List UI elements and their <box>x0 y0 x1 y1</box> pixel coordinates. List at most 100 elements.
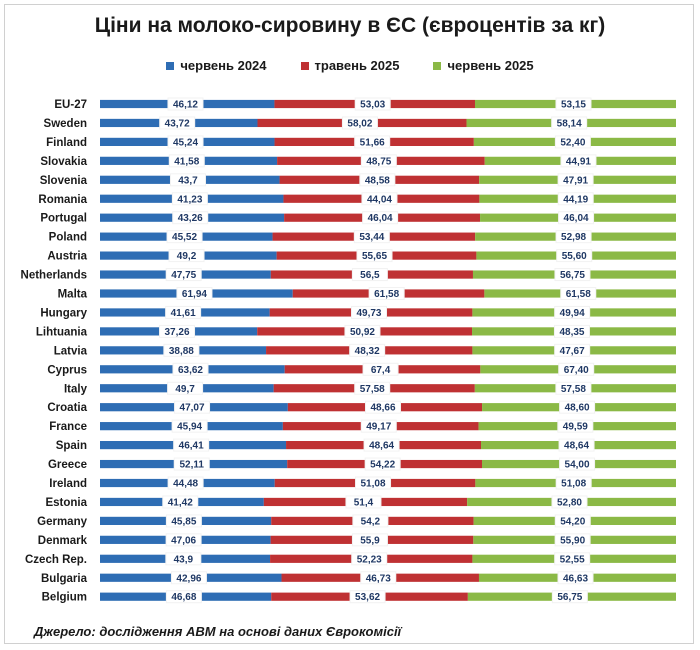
legend-item-jun2025: червень 2025 <box>433 58 534 73</box>
data-label-bg-spain-0 <box>173 438 210 452</box>
data-label-bg-czech-rep-1 <box>351 552 388 566</box>
data-label-greece-1: 54,22 <box>370 460 395 471</box>
data-label-estonia-0: 41,42 <box>168 497 193 508</box>
data-label-latvia-1: 48,32 <box>355 346 380 357</box>
data-label-finland-2: 52,40 <box>560 137 585 148</box>
data-label-bg-netherlands-1 <box>351 268 388 282</box>
data-label-bg-eu-27-0 <box>167 97 204 111</box>
category-label-italy: Italy <box>64 383 88 395</box>
data-label-malta-2: 61,58 <box>566 289 591 300</box>
data-label-austria-2: 55,60 <box>562 251 587 262</box>
data-label-bg-finland-0 <box>167 135 204 149</box>
data-label-czech-rep-1: 52,23 <box>357 554 382 565</box>
data-label-bg-estonia-0 <box>162 495 199 509</box>
data-label-bg-austria-2 <box>556 249 593 263</box>
data-label-bg-italy-0 <box>167 381 204 395</box>
data-label-bg-latvia-1 <box>349 343 386 357</box>
data-label-croatia-0: 47,07 <box>180 403 205 414</box>
data-label-bg-belgium-1 <box>349 590 386 604</box>
data-label-bg-lihtuania-0 <box>159 324 196 338</box>
category-label-malta: Malta <box>58 289 88 301</box>
data-label-bg-poland-2 <box>555 230 592 244</box>
data-label-cyprus-2: 67,40 <box>564 365 589 376</box>
data-label-bg-portugal-0 <box>172 211 209 225</box>
data-label-france-2: 49,59 <box>563 422 588 433</box>
legend: червень 2024 травень 2025 червень 2025 <box>0 58 700 73</box>
data-label-bg-hungary-0 <box>165 305 202 319</box>
data-label-cyprus-0: 63,62 <box>178 365 203 376</box>
data-label-bg-cyprus-2 <box>558 362 595 376</box>
data-label-bg-cyprus-0 <box>172 362 209 376</box>
data-label-bg-france-0 <box>171 419 208 433</box>
data-label-bg-france-2 <box>557 419 594 433</box>
category-label-sweden: Sweden <box>44 118 87 130</box>
data-label-netherlands-1: 56,5 <box>360 270 380 281</box>
data-label-eu-27-2: 53,15 <box>561 100 586 111</box>
data-label-bg-latvia-0 <box>163 343 200 357</box>
data-label-bg-finland-1 <box>354 135 391 149</box>
category-label-greece: Greece <box>48 459 87 471</box>
data-label-bg-germany-1 <box>352 514 389 528</box>
data-label-portugal-2: 46,04 <box>564 213 589 224</box>
data-label-austria-1: 55,65 <box>362 251 387 262</box>
data-label-latvia-2: 47,67 <box>560 346 585 357</box>
category-label-hungary: Hungary <box>40 307 87 319</box>
data-label-bg-latvia-2 <box>554 343 591 357</box>
data-label-slovenia-2: 47,91 <box>563 175 588 186</box>
data-label-malta-1: 61,58 <box>374 289 399 300</box>
data-label-bg-greece-1 <box>364 457 401 471</box>
data-label-malta-0: 61,94 <box>182 289 207 300</box>
data-label-bg-denmark-1 <box>351 533 388 547</box>
category-label-eu-27: EU-27 <box>54 99 87 111</box>
data-label-slovakia-1: 48,75 <box>366 156 391 167</box>
data-label-poland-1: 53,44 <box>359 232 384 243</box>
data-label-romania-0: 41,23 <box>177 194 202 205</box>
data-label-bg-italy-1 <box>354 381 391 395</box>
data-label-bulgaria-1: 46,73 <box>366 573 391 584</box>
data-label-spain-0: 46,41 <box>179 441 204 452</box>
data-label-lihtuania-2: 48,35 <box>559 327 584 338</box>
data-label-ireland-0: 44,48 <box>173 479 198 490</box>
legend-swatch-jun2024 <box>166 61 175 70</box>
data-label-netherlands-2: 56,75 <box>560 270 585 281</box>
data-label-bg-belgium-2 <box>551 590 588 604</box>
category-label-bulgaria: Bulgaria <box>41 573 88 585</box>
data-label-bg-spain-1 <box>363 438 400 452</box>
data-label-bg-sweden-2 <box>551 116 588 130</box>
category-label-france: France <box>49 421 87 433</box>
category-label-poland: Poland <box>49 232 87 244</box>
category-label-romania: Romania <box>38 194 87 206</box>
category-label-ireland: Ireland <box>49 478 87 490</box>
data-label-bg-poland-0 <box>166 230 203 244</box>
data-label-bg-malta-1 <box>368 287 405 300</box>
data-label-ireland-2: 51,08 <box>561 479 586 490</box>
legend-label-jun2024: червень 2024 <box>180 58 267 73</box>
data-label-france-1: 49,17 <box>366 422 391 433</box>
data-label-bg-malta-0 <box>176 287 213 300</box>
data-label-bg-denmark-0 <box>165 533 202 547</box>
data-label-germany-2: 54,20 <box>560 516 585 527</box>
data-label-slovakia-0: 41,58 <box>174 156 199 167</box>
data-label-portugal-0: 43,26 <box>178 213 203 224</box>
data-label-slovakia-2: 44,91 <box>566 156 591 167</box>
data-label-poland-0: 45,52 <box>172 232 197 243</box>
data-label-bg-ireland-1 <box>355 476 392 490</box>
data-label-bg-cyprus-1 <box>362 362 399 376</box>
data-label-hungary-2: 49,94 <box>560 308 585 319</box>
data-label-bg-finland-2 <box>554 135 591 149</box>
data-label-italy-1: 57,58 <box>360 384 385 395</box>
data-label-bg-denmark-2 <box>554 533 591 547</box>
data-label-bg-romania-2 <box>557 192 594 206</box>
data-label-bg-bulgaria-2 <box>557 571 594 585</box>
data-label-czech-rep-2: 52,55 <box>560 554 585 565</box>
data-label-bg-lihtuania-2 <box>553 324 590 338</box>
data-label-bg-sweden-0 <box>159 116 196 130</box>
data-label-bg-belgium-0 <box>165 590 202 604</box>
data-label-bg-estonia-1 <box>345 495 382 509</box>
data-label-bulgaria-0: 42,96 <box>176 573 201 584</box>
data-label-lihtuania-1: 50,92 <box>350 327 375 338</box>
data-label-netherlands-0: 47,75 <box>171 270 196 281</box>
data-label-bg-ireland-0 <box>167 476 204 490</box>
data-label-bg-czech-rep-2 <box>554 552 591 566</box>
data-label-bg-hungary-1 <box>350 305 387 319</box>
